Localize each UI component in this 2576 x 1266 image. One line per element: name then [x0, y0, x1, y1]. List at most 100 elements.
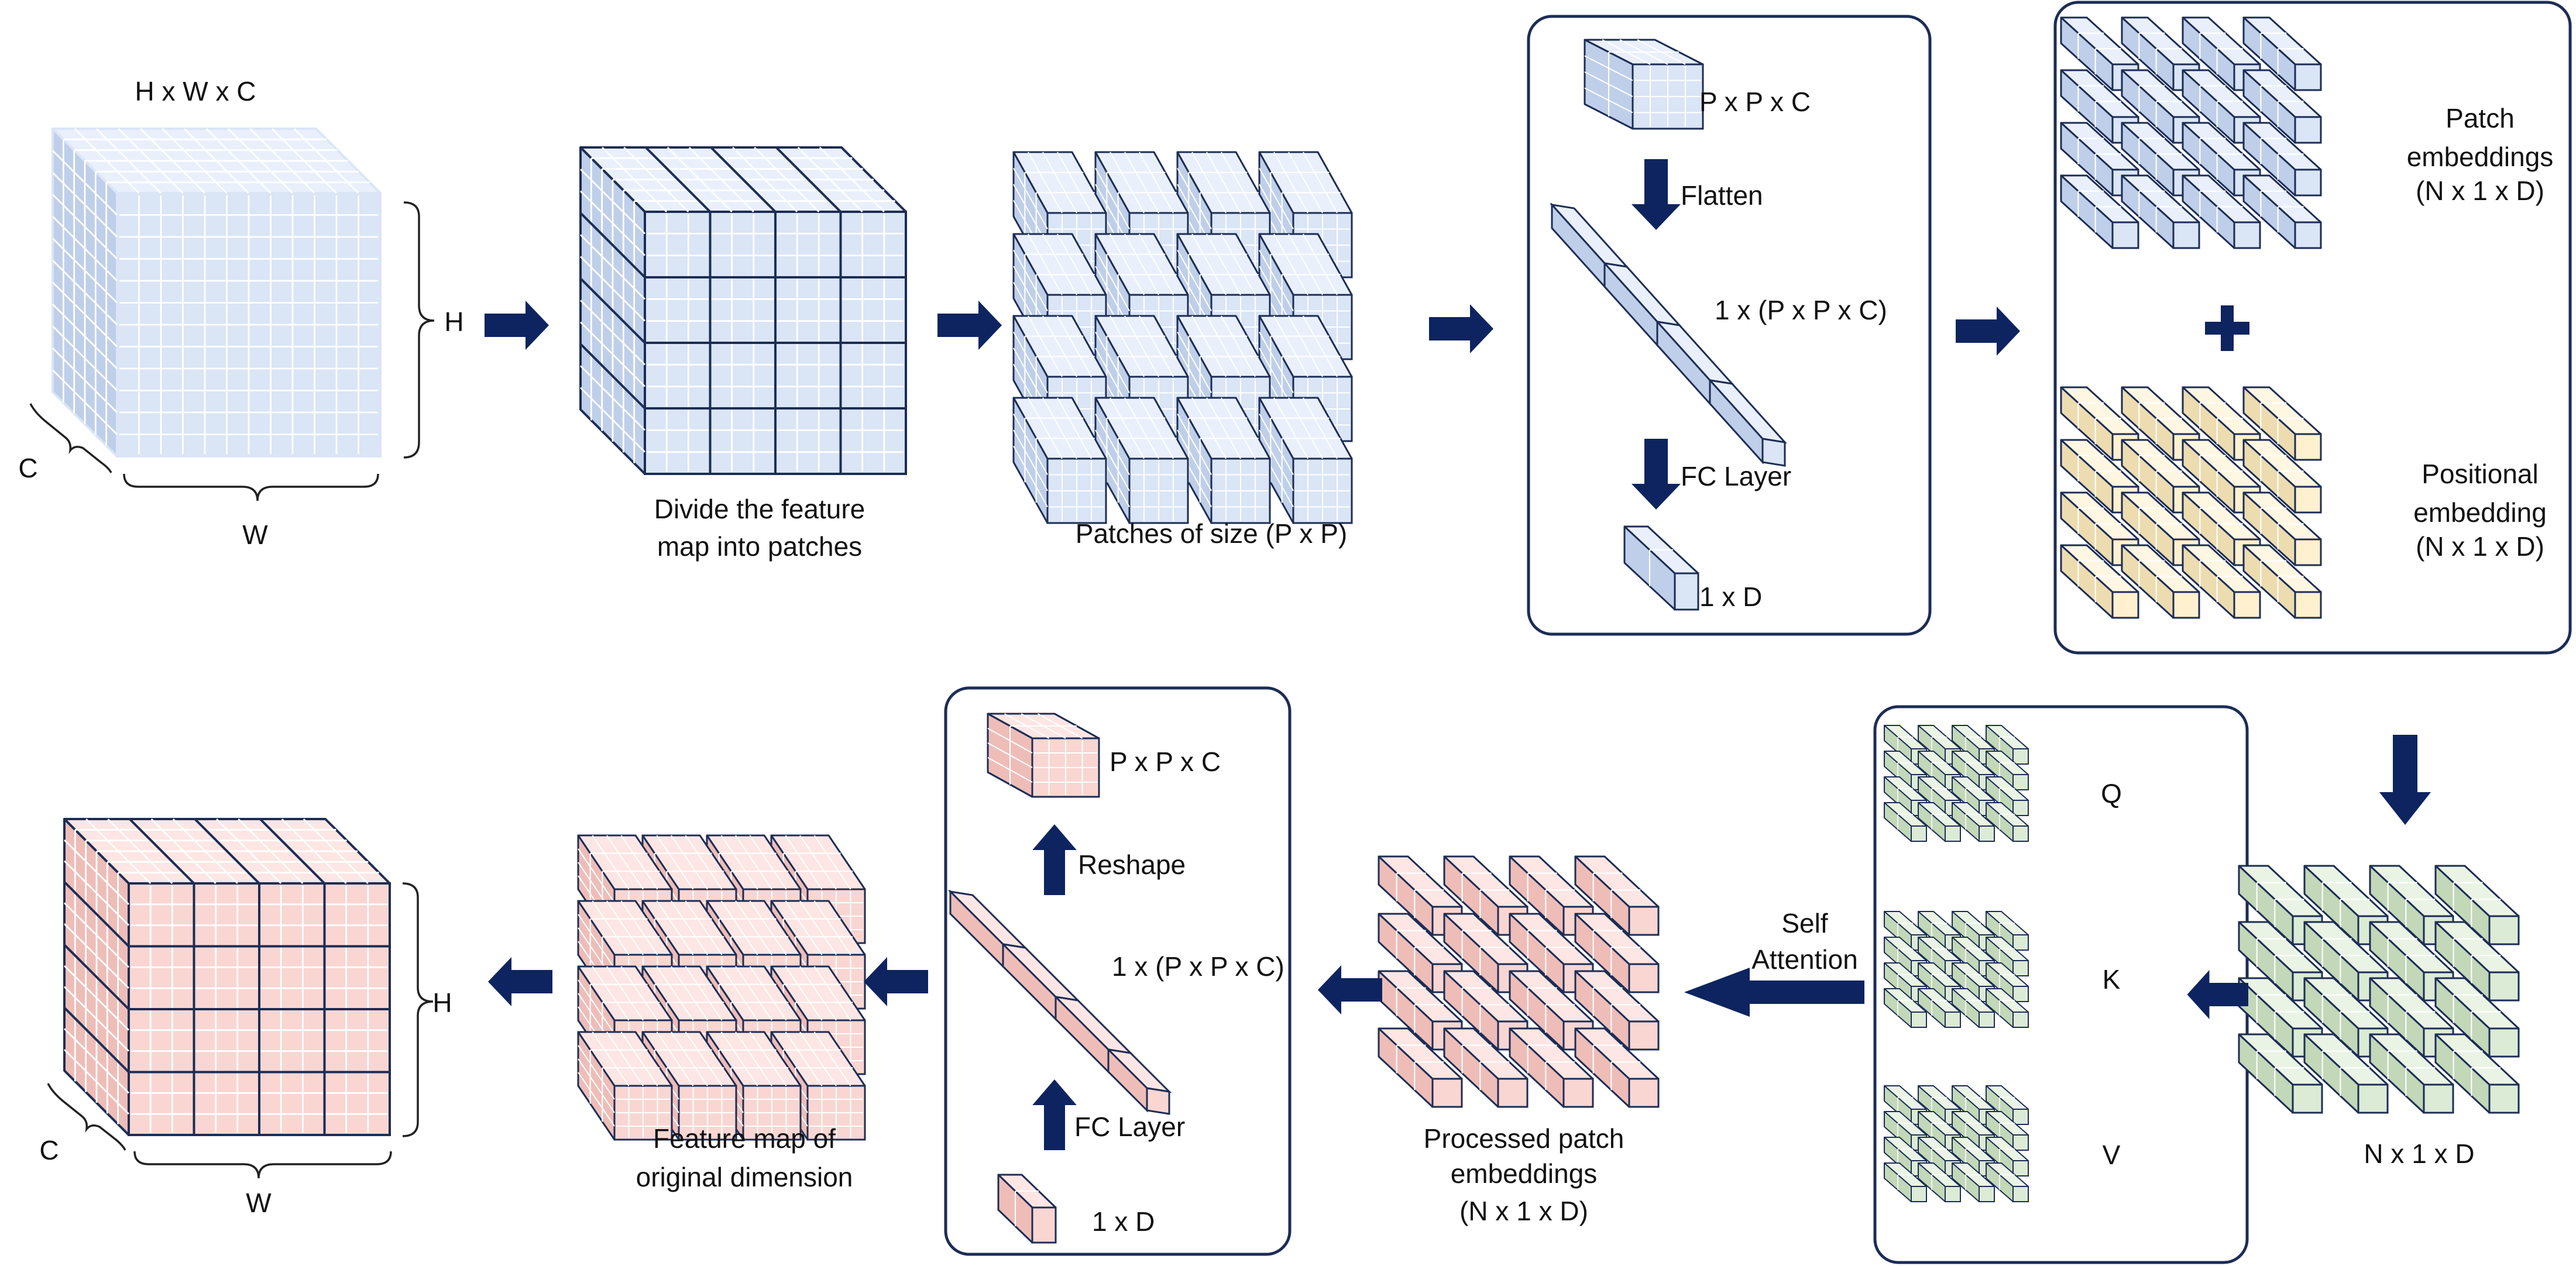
output-c-brace: [47, 1083, 126, 1151]
grid-block: [2242, 544, 2322, 619]
arrow-qkv-to-processed: [1684, 968, 1864, 1017]
patches-caption: Patches of size (P x P): [1076, 518, 1347, 549]
key-grid: [1884, 911, 2029, 1028]
grid-block: [2242, 491, 2322, 566]
grid-block: [1952, 1162, 1995, 1202]
flatten-panel-frame: [1527, 15, 1932, 636]
sum-label: N x 1 x D: [2364, 1138, 2474, 1169]
processed-embeddings-grid: [1378, 855, 1660, 1108]
arrow-processed-to-reshape: [1318, 965, 1382, 1014]
grid-block: [1986, 911, 2029, 951]
grid-block: [2242, 386, 2322, 461]
grid-block: [1986, 962, 2029, 1002]
grid-block: [2242, 439, 2322, 514]
grid-block: [1884, 725, 1927, 765]
pos-emb-line1: Positional: [2422, 459, 2538, 489]
grid-block: [1918, 1162, 1961, 1202]
grid-block: [1176, 397, 1271, 524]
reshape-arrow: [1032, 824, 1077, 895]
patch-embeddings-grid: [2060, 16, 2322, 249]
grid-block: [1574, 1027, 1660, 1108]
grid-block: [1574, 855, 1660, 936]
k-label: K: [2103, 964, 2121, 995]
grid-block: [1986, 725, 2029, 765]
grid-block: [577, 1031, 673, 1141]
attn-line1: Self: [1781, 908, 1828, 938]
input-h-brace: [403, 201, 435, 459]
grid-block: [1884, 1162, 1927, 1202]
reshaped-vector: [947, 889, 1172, 1115]
grid-block: [1443, 913, 1529, 993]
patch-emb-line1: Patch: [2446, 103, 2515, 133]
grid-block: [2182, 544, 2261, 619]
dimension-braces: [29, 201, 435, 1179]
flatten-output-label: 1 x D: [1699, 582, 1762, 612]
grid-block: [2060, 491, 2139, 566]
fc-layer-arrow-top: [1632, 439, 1681, 510]
output-feature-map-cube: [63, 818, 391, 1136]
patch-emb-line2: embeddings: [2407, 142, 2554, 172]
feature-line2: original dimension: [636, 1162, 853, 1192]
processed-line3: (N x 1 x D): [1459, 1196, 1588, 1226]
patches-grid-blue: [1012, 151, 1353, 524]
input-dims-label: H x W x C: [135, 76, 256, 106]
summed-embeddings-grid: [2238, 865, 2520, 1114]
grid-block: [1986, 802, 2029, 842]
reshape-label: Reshape: [1078, 849, 1186, 880]
arrow-reshape-to-recon: [864, 957, 928, 1006]
output-w-brace: [133, 1151, 392, 1179]
grid-block: [770, 1031, 866, 1141]
arrow-recon-to-output: [488, 957, 552, 1006]
cube-body: [579, 146, 907, 475]
grid-block: [2303, 977, 2389, 1058]
grid-block: [1952, 988, 1995, 1028]
grid-block: [2303, 1033, 2389, 1114]
flatten-patch-label: P x P x C: [1699, 87, 1811, 117]
cube-body: [63, 818, 391, 1136]
grid-block: [1986, 776, 2029, 816]
grid-block: [2182, 174, 2261, 249]
cube-body: [51, 128, 382, 457]
grid-block: [2121, 386, 2200, 461]
grid-block: [1378, 1027, 1463, 1108]
fc-layer-arrow-bottom: [1032, 1079, 1077, 1150]
flatten-vector-label: 1 x (P x P x C): [1715, 295, 1887, 325]
divide-caption-line2: map into patches: [657, 531, 862, 562]
grid-block: [1986, 1137, 2029, 1176]
flatten-panel-shapes: [1550, 39, 1787, 611]
arrow-input-to-divided: [485, 301, 549, 350]
arrow-flatten-to-embeddings: [1956, 307, 2020, 356]
grid-block: [1986, 1085, 2029, 1125]
patch-emb-line3: (N x 1 x D): [2416, 176, 2544, 206]
grid-block: [2434, 865, 2520, 945]
output-c-label: C: [39, 1135, 59, 1165]
grid-block: [2434, 977, 2520, 1058]
grid-block: [1574, 913, 1660, 993]
grid-block: [2182, 386, 2261, 461]
flatten-patch-block: [1584, 39, 1704, 130]
grid-block: [1986, 988, 2029, 1028]
grid-block: [1918, 802, 1961, 842]
input-w-label: W: [242, 520, 268, 550]
reshape-fc-label: FC Layer: [1074, 1112, 1185, 1142]
grid-block: [1884, 802, 1927, 842]
grid-block: [1378, 855, 1463, 936]
grid-block: [1986, 937, 2029, 976]
reconstructed-patches-grid: [577, 834, 866, 1141]
input-feature-map-cube: [51, 128, 382, 457]
positional-embedding-grid: [2060, 386, 2322, 619]
input-w-brace: [123, 473, 379, 501]
reshape-patch-label: P x P x C: [1110, 746, 1221, 777]
arrow-patches-to-flatten: [1429, 304, 1493, 353]
grid-block: [2060, 174, 2139, 249]
grid-block: [2121, 174, 2200, 249]
arrow-embeddings-to-sum: [2379, 735, 2431, 825]
grid-block: [2242, 16, 2322, 91]
grid-block: [1918, 988, 1961, 1028]
grid-block: [2238, 1033, 2323, 1114]
grid-block: [1574, 970, 1660, 1051]
grid-block: [1509, 855, 1594, 936]
flattened-vector: [1550, 202, 1787, 467]
arrow-divided-to-patches: [937, 301, 1002, 350]
